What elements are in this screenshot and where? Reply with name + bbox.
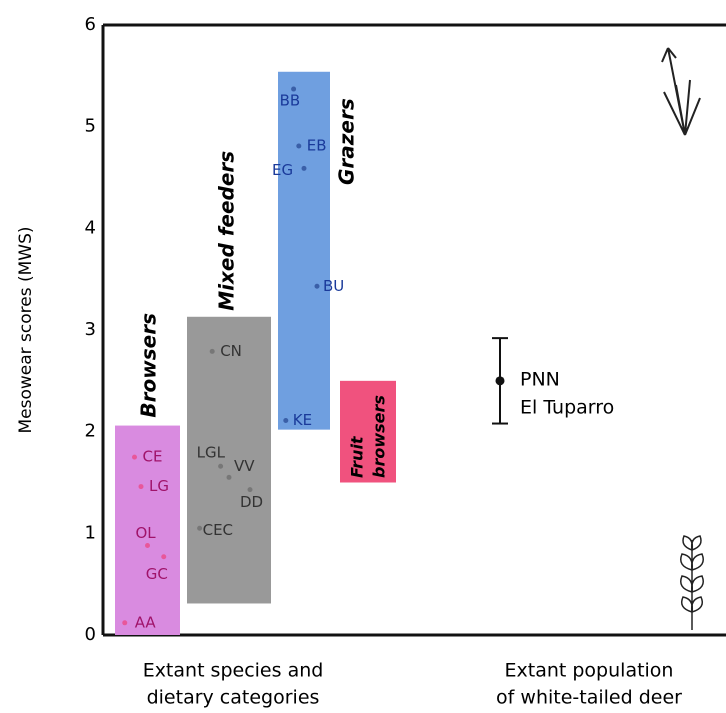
point-label: GC [146, 565, 168, 583]
data-point [161, 554, 166, 559]
point-label: OL [136, 524, 157, 542]
x-category-label: of white-tailed deer [496, 687, 682, 709]
point-label: DD [240, 493, 263, 511]
point-label: CE [143, 448, 163, 466]
data-point [197, 526, 202, 531]
chart: Mesowear scores (MWS) 0 1 2 3 4 5 6 Extant spec… [0, 0, 726, 713]
point-label: CN [220, 342, 242, 360]
data-point [210, 349, 215, 354]
y-tick-label: 5 [85, 116, 96, 137]
data-point [302, 166, 307, 171]
point-label: LGL [197, 444, 226, 462]
data-point [296, 143, 301, 148]
group-label: Grazers [335, 98, 359, 185]
point-label: EG [272, 161, 293, 179]
point-label: CEC [203, 521, 233, 539]
deer-point [496, 376, 505, 385]
leaf-icon [681, 536, 704, 630]
x-category-label: Extant population [505, 660, 674, 682]
data-point [227, 475, 232, 480]
group-label: Mixed feeders [215, 151, 239, 311]
deer-label: PNN [520, 369, 560, 391]
data-point [145, 543, 150, 548]
data-point [139, 484, 144, 489]
data-point [248, 487, 253, 492]
y-tick-label: 1 [85, 522, 96, 543]
data-point [132, 455, 137, 460]
range-bar [278, 72, 330, 430]
group-label: Fruit [348, 435, 367, 478]
x-category-label: Extant species and [143, 660, 324, 682]
point-label: AA [135, 613, 157, 631]
data-point [122, 620, 127, 625]
point-label: EB [307, 136, 327, 154]
y-tick-label: 4 [85, 217, 96, 238]
grass-icon [662, 48, 700, 135]
data-point [315, 284, 320, 289]
point-label: KE [293, 411, 312, 429]
point-label: BB [280, 92, 301, 110]
y-tick-label: 0 [85, 624, 96, 645]
point-label: LG [149, 477, 169, 495]
group-label: Browsers [137, 313, 161, 418]
y-axis-title: Mesowear scores (MWS) [16, 226, 36, 433]
y-tick-label: 2 [85, 421, 96, 442]
x-category-label: dietary categories [147, 687, 320, 709]
deer-label: El Tuparro [520, 397, 614, 419]
point-label: VV [234, 457, 255, 475]
y-tick-label: 6 [85, 14, 96, 35]
y-tick-label: 3 [85, 319, 96, 340]
data-point [283, 418, 288, 423]
group-label: browsers [370, 395, 389, 478]
point-label: BU [323, 277, 344, 295]
data-point [218, 464, 223, 469]
